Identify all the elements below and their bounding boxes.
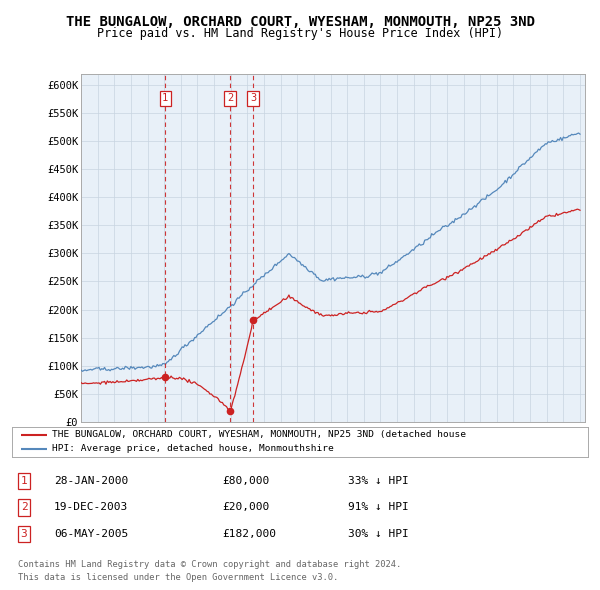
Text: 19-DEC-2003: 19-DEC-2003 — [54, 503, 128, 512]
Text: 28-JAN-2000: 28-JAN-2000 — [54, 476, 128, 486]
Text: 06-MAY-2005: 06-MAY-2005 — [54, 529, 128, 539]
Text: This data is licensed under the Open Government Licence v3.0.: This data is licensed under the Open Gov… — [18, 572, 338, 582]
Text: 30% ↓ HPI: 30% ↓ HPI — [348, 529, 409, 539]
Text: 33% ↓ HPI: 33% ↓ HPI — [348, 476, 409, 486]
Text: 1: 1 — [20, 476, 28, 486]
Text: 3: 3 — [20, 529, 28, 539]
Text: 1: 1 — [162, 93, 169, 103]
Text: £80,000: £80,000 — [222, 476, 269, 486]
Text: 91% ↓ HPI: 91% ↓ HPI — [348, 503, 409, 512]
Text: 2: 2 — [227, 93, 233, 103]
Text: 3: 3 — [250, 93, 256, 103]
Text: THE BUNGALOW, ORCHARD COURT, WYESHAM, MONMOUTH, NP25 3ND (detached house: THE BUNGALOW, ORCHARD COURT, WYESHAM, MO… — [52, 430, 466, 440]
Text: £182,000: £182,000 — [222, 529, 276, 539]
Text: Price paid vs. HM Land Registry's House Price Index (HPI): Price paid vs. HM Land Registry's House … — [97, 27, 503, 40]
Text: £20,000: £20,000 — [222, 503, 269, 512]
Text: Contains HM Land Registry data © Crown copyright and database right 2024.: Contains HM Land Registry data © Crown c… — [18, 560, 401, 569]
Text: THE BUNGALOW, ORCHARD COURT, WYESHAM, MONMOUTH, NP25 3ND: THE BUNGALOW, ORCHARD COURT, WYESHAM, MO… — [65, 15, 535, 30]
Text: HPI: Average price, detached house, Monmouthshire: HPI: Average price, detached house, Monm… — [52, 444, 334, 454]
Text: 2: 2 — [20, 503, 28, 512]
